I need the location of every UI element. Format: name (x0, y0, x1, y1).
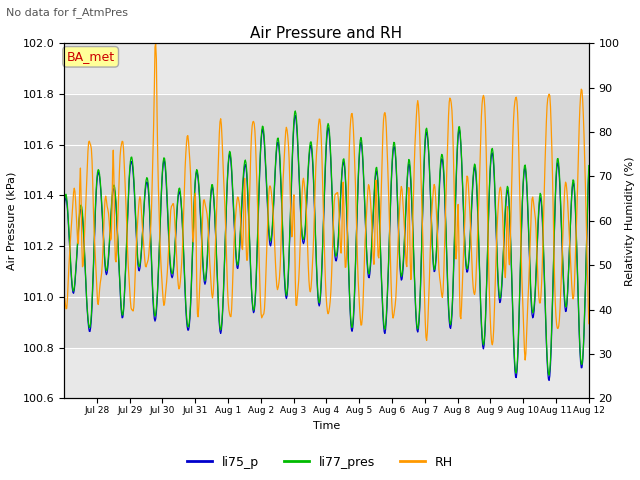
Bar (64, 94, 589, 348)
Title: Air Pressure and RH: Air Pressure and RH (250, 25, 403, 41)
Text: BA_met: BA_met (67, 50, 115, 63)
Y-axis label: Air Pressure (kPa): Air Pressure (kPa) (7, 172, 17, 270)
X-axis label: Time: Time (313, 420, 340, 431)
Text: No data for f_AtmPres: No data for f_AtmPres (6, 7, 129, 18)
Legend: li75_p, li77_pres, RH: li75_p, li77_pres, RH (182, 451, 458, 474)
Y-axis label: Relativity Humidity (%): Relativity Humidity (%) (625, 156, 635, 286)
